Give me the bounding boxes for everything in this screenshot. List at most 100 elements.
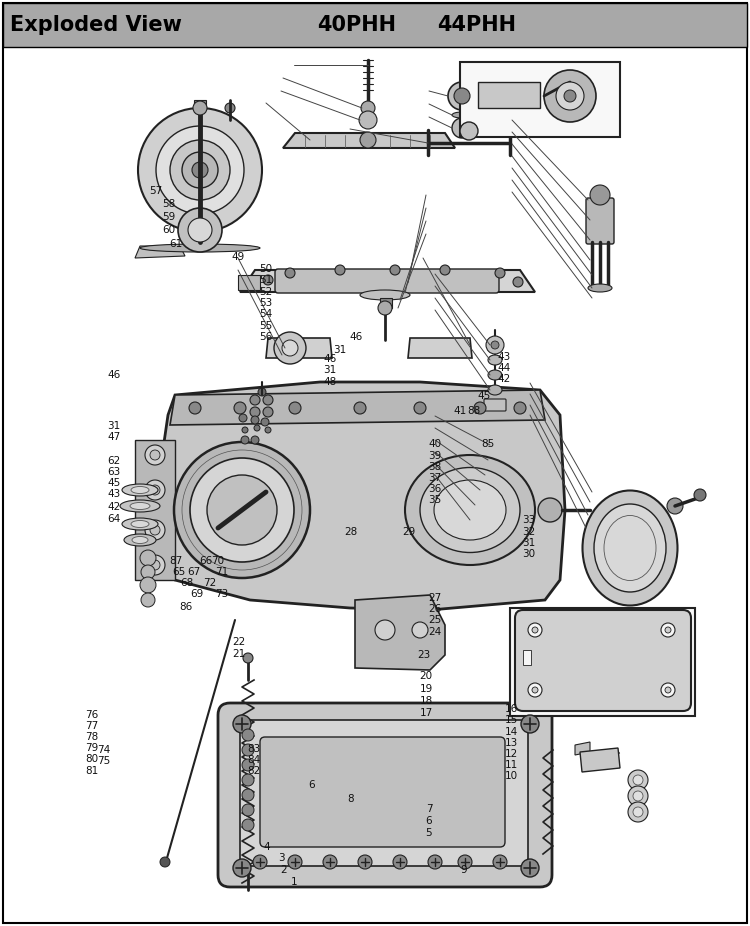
Circle shape — [375, 620, 395, 640]
Bar — [460, 62, 620, 137]
FancyBboxPatch shape — [515, 610, 691, 711]
Text: 62: 62 — [107, 457, 121, 466]
Text: 10: 10 — [505, 771, 518, 781]
Text: 12: 12 — [505, 749, 518, 758]
Ellipse shape — [132, 536, 148, 544]
FancyBboxPatch shape — [484, 399, 506, 411]
Circle shape — [528, 683, 542, 697]
Text: 31: 31 — [107, 421, 121, 431]
Circle shape — [160, 857, 170, 867]
Text: 73: 73 — [214, 590, 228, 599]
Text: 81: 81 — [85, 767, 98, 776]
Circle shape — [358, 855, 372, 869]
Circle shape — [521, 859, 539, 877]
Circle shape — [251, 416, 259, 424]
Text: 43: 43 — [107, 490, 121, 499]
Ellipse shape — [122, 518, 158, 530]
Circle shape — [156, 126, 244, 214]
Circle shape — [145, 480, 165, 500]
Text: 51: 51 — [260, 275, 273, 284]
Circle shape — [460, 122, 478, 140]
FancyBboxPatch shape — [275, 269, 499, 293]
Text: 46: 46 — [350, 332, 363, 342]
Text: 21: 21 — [232, 649, 245, 658]
Text: 87: 87 — [169, 557, 182, 566]
Circle shape — [414, 402, 426, 414]
Text: 15: 15 — [505, 716, 518, 725]
Text: 60: 60 — [162, 225, 176, 234]
Circle shape — [285, 268, 295, 278]
Text: 72: 72 — [203, 579, 217, 588]
Text: 42: 42 — [107, 503, 121, 512]
Circle shape — [253, 855, 267, 869]
Text: 31: 31 — [333, 345, 346, 355]
Circle shape — [667, 498, 683, 514]
Circle shape — [242, 427, 248, 433]
Circle shape — [145, 520, 165, 540]
Text: 65: 65 — [172, 568, 185, 577]
Circle shape — [528, 623, 542, 637]
Text: 6: 6 — [308, 781, 314, 790]
Text: 26: 26 — [428, 605, 442, 614]
Text: 4: 4 — [263, 843, 269, 852]
Circle shape — [263, 275, 273, 285]
Circle shape — [491, 341, 499, 349]
Text: 69: 69 — [190, 590, 203, 599]
Circle shape — [150, 525, 160, 535]
Ellipse shape — [588, 284, 612, 292]
Text: 39: 39 — [428, 451, 442, 460]
Text: 20: 20 — [419, 671, 433, 681]
Circle shape — [174, 442, 310, 578]
Polygon shape — [240, 270, 535, 292]
Circle shape — [628, 802, 648, 822]
Text: 8: 8 — [348, 795, 354, 804]
Text: 28: 28 — [344, 527, 358, 536]
Circle shape — [207, 475, 277, 545]
Circle shape — [242, 729, 254, 741]
Circle shape — [150, 560, 160, 570]
Circle shape — [486, 336, 504, 354]
Ellipse shape — [130, 503, 150, 509]
Polygon shape — [238, 275, 260, 290]
Circle shape — [521, 715, 539, 733]
Text: 66: 66 — [200, 557, 213, 566]
Circle shape — [590, 185, 610, 205]
Circle shape — [633, 775, 643, 785]
Circle shape — [170, 140, 230, 200]
Circle shape — [665, 687, 671, 693]
Text: 41: 41 — [453, 407, 466, 416]
Text: 27: 27 — [428, 594, 442, 603]
Text: Exploded View: Exploded View — [10, 15, 182, 35]
Text: 36: 36 — [428, 484, 442, 494]
Text: 68: 68 — [180, 579, 194, 588]
Text: 7: 7 — [426, 805, 432, 814]
Ellipse shape — [488, 385, 502, 395]
Circle shape — [258, 388, 266, 396]
Circle shape — [378, 301, 392, 315]
Circle shape — [189, 402, 201, 414]
Text: 78: 78 — [85, 732, 98, 742]
Text: 52: 52 — [260, 287, 273, 296]
Text: 83: 83 — [247, 745, 260, 754]
Text: 50: 50 — [260, 264, 273, 273]
Circle shape — [538, 498, 562, 522]
Ellipse shape — [120, 500, 160, 512]
Text: 54: 54 — [260, 309, 273, 319]
Ellipse shape — [131, 520, 149, 528]
Ellipse shape — [434, 480, 506, 540]
Circle shape — [193, 101, 207, 115]
Text: 14: 14 — [505, 727, 518, 736]
Polygon shape — [135, 440, 175, 580]
Circle shape — [261, 418, 269, 426]
Circle shape — [242, 759, 254, 771]
Polygon shape — [580, 748, 620, 772]
Text: 11: 11 — [505, 760, 518, 770]
Circle shape — [254, 425, 260, 431]
Text: 32: 32 — [522, 527, 536, 536]
Text: 31: 31 — [522, 538, 536, 547]
Ellipse shape — [124, 534, 156, 546]
Circle shape — [242, 789, 254, 801]
Circle shape — [661, 623, 675, 637]
Text: 24: 24 — [428, 627, 442, 636]
Polygon shape — [170, 390, 545, 425]
